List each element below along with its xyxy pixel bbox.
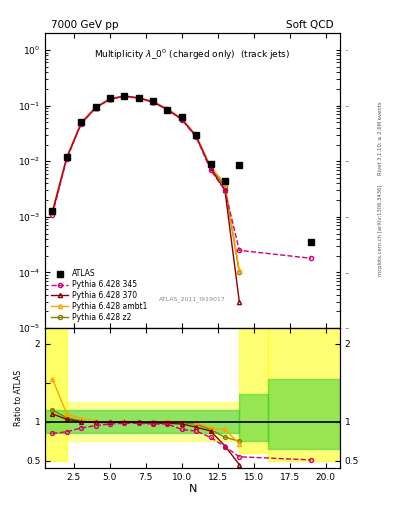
Pythia 6.428 z2	[64, 154, 69, 160]
Pythia 6.428 345	[93, 105, 98, 111]
Pythia 6.428 z2	[136, 95, 141, 101]
Pythia 6.428 ambt1	[122, 93, 127, 99]
ATLAS	[108, 95, 112, 101]
Y-axis label: Ratio to ATLAS: Ratio to ATLAS	[14, 370, 23, 426]
Pythia 6.428 345	[165, 107, 170, 113]
Line: Pythia 6.428 370: Pythia 6.428 370	[50, 94, 241, 304]
Pythia 6.428 ambt1	[79, 119, 83, 125]
Pythia 6.428 370	[136, 95, 141, 101]
Pythia 6.428 370	[151, 99, 155, 105]
Pythia 6.428 z2	[194, 133, 198, 139]
Text: Rivet 3.1.10; ≥ 2.6M events: Rivet 3.1.10; ≥ 2.6M events	[378, 101, 383, 175]
Pythia 6.428 z2	[151, 99, 155, 105]
Pythia 6.428 345	[180, 117, 184, 123]
Pythia 6.428 ambt1	[136, 95, 141, 101]
Pythia 6.428 z2	[93, 104, 98, 111]
Text: 7000 GeV pp: 7000 GeV pp	[51, 20, 119, 30]
Pythia 6.428 ambt1	[50, 207, 55, 214]
Pythia 6.428 370	[79, 120, 83, 126]
ATLAS	[237, 162, 242, 168]
Pythia 6.428 345	[108, 96, 112, 102]
ATLAS	[165, 106, 170, 113]
Legend: ATLAS, Pythia 6.428 345, Pythia 6.428 370, Pythia 6.428 ambt1, Pythia 6.428 z2: ATLAS, Pythia 6.428 345, Pythia 6.428 37…	[49, 267, 150, 324]
Pythia 6.428 z2	[165, 106, 170, 112]
Pythia 6.428 z2	[237, 269, 242, 275]
Pythia 6.428 345	[79, 121, 83, 127]
Pythia 6.428 ambt1	[64, 154, 69, 160]
Line: Pythia 6.428 z2: Pythia 6.428 z2	[50, 94, 241, 274]
Pythia 6.428 ambt1	[108, 96, 112, 102]
Pythia 6.428 370	[64, 155, 69, 161]
Pythia 6.428 345	[309, 255, 314, 261]
Pythia 6.428 345	[122, 93, 127, 99]
ATLAS	[122, 93, 127, 99]
ATLAS	[309, 239, 314, 245]
Pythia 6.428 ambt1	[180, 115, 184, 121]
Pythia 6.428 370	[165, 106, 170, 113]
Pythia 6.428 345	[136, 95, 141, 101]
Pythia 6.428 345	[237, 247, 242, 253]
Pythia 6.428 z2	[79, 120, 83, 126]
Pythia 6.428 ambt1	[194, 133, 198, 139]
ATLAS	[136, 94, 141, 100]
ATLAS	[79, 119, 83, 125]
Pythia 6.428 ambt1	[165, 105, 170, 112]
Pythia 6.428 z2	[50, 208, 55, 215]
Pythia 6.428 ambt1	[237, 267, 242, 273]
Pythia 6.428 370	[180, 116, 184, 122]
Pythia 6.428 370	[208, 165, 213, 172]
Pythia 6.428 z2	[122, 93, 127, 99]
Pythia 6.428 ambt1	[151, 98, 155, 104]
Pythia 6.428 345	[208, 167, 213, 173]
Pythia 6.428 345	[151, 99, 155, 105]
Pythia 6.428 370	[237, 298, 242, 305]
X-axis label: N: N	[188, 484, 197, 494]
Pythia 6.428 370	[50, 209, 55, 216]
Text: Soft QCD: Soft QCD	[286, 20, 334, 30]
Pythia 6.428 z2	[208, 164, 213, 170]
Text: mcplots.cern.ch [arXiv:1306.3436]: mcplots.cern.ch [arXiv:1306.3436]	[378, 185, 383, 276]
Pythia 6.428 ambt1	[208, 163, 213, 169]
Pythia 6.428 370	[93, 105, 98, 111]
ATLAS	[222, 178, 227, 184]
ATLAS	[50, 207, 55, 214]
Pythia 6.428 370	[194, 133, 198, 139]
Pythia 6.428 z2	[108, 96, 112, 102]
Pythia 6.428 345	[64, 156, 69, 162]
Pythia 6.428 z2	[222, 183, 227, 189]
Pythia 6.428 345	[222, 187, 227, 194]
Pythia 6.428 ambt1	[222, 180, 227, 186]
ATLAS	[180, 114, 184, 120]
Text: ATLAS_2011_I919017: ATLAS_2011_I919017	[159, 296, 226, 302]
ATLAS	[208, 161, 213, 167]
Pythia 6.428 370	[108, 96, 112, 102]
ATLAS	[64, 154, 69, 160]
ATLAS	[151, 98, 155, 104]
Pythia 6.428 345	[194, 134, 198, 140]
Pythia 6.428 z2	[180, 116, 184, 122]
ATLAS	[93, 104, 98, 110]
Line: ATLAS: ATLAS	[50, 93, 314, 245]
Text: Multiplicity $\lambda\_0^0$ (charged only)  (track jets): Multiplicity $\lambda\_0^0$ (charged onl…	[94, 48, 291, 62]
Pythia 6.428 345	[50, 211, 55, 218]
Pythia 6.428 ambt1	[93, 104, 98, 110]
Pythia 6.428 370	[122, 93, 127, 99]
ATLAS	[194, 132, 198, 138]
Line: Pythia 6.428 ambt1: Pythia 6.428 ambt1	[50, 94, 241, 272]
Pythia 6.428 370	[222, 187, 227, 194]
Line: Pythia 6.428 345: Pythia 6.428 345	[50, 94, 313, 261]
